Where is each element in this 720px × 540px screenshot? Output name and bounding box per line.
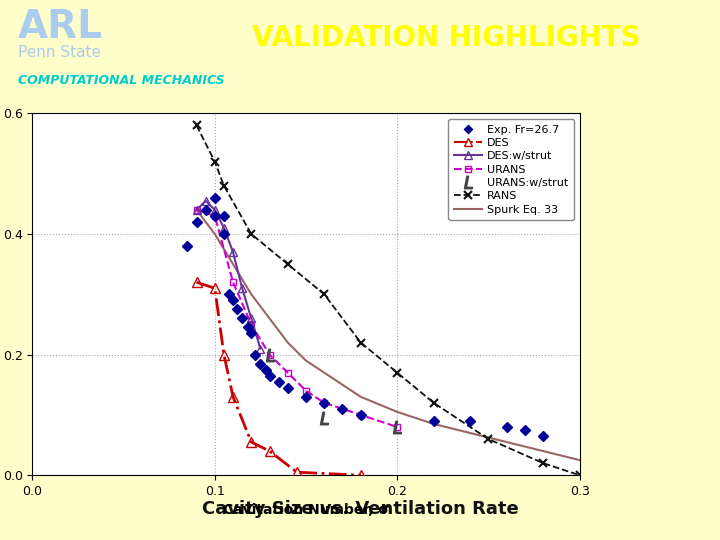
- X-axis label: Cavitation Number, σ: Cavitation Number, σ: [223, 503, 389, 517]
- Text: VALIDATION HIGHLIGHTS: VALIDATION HIGHLIGHTS: [252, 24, 641, 52]
- Text: Penn State: Penn State: [18, 45, 101, 60]
- Text: COMPUTATIONAL MECHANICS: COMPUTATIONAL MECHANICS: [18, 74, 225, 87]
- Text: Cavity Size vs. Ventilation Rate: Cavity Size vs. Ventilation Rate: [202, 500, 518, 518]
- Legend: Exp. Fr=26.7, DES, DES:w/strut, URANS, URANS:w/strut, RANS, Spurk Eq. 33: Exp. Fr=26.7, DES, DES:w/strut, URANS, U…: [449, 119, 574, 220]
- Text: ARL: ARL: [18, 8, 103, 45]
